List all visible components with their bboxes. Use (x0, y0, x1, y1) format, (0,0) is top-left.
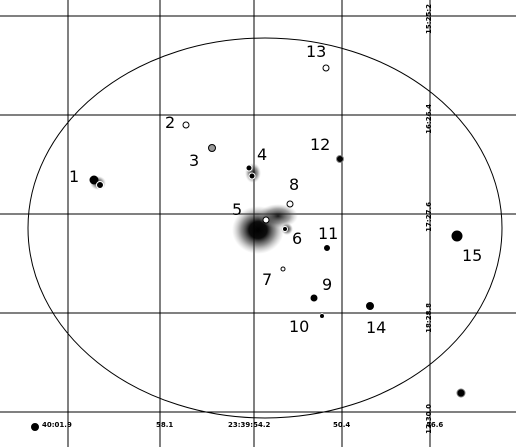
source-marker (182, 121, 190, 129)
dec-tick-label: 18:28.8 (425, 303, 433, 333)
source-label: 10 (289, 317, 309, 336)
source-marker (324, 245, 330, 251)
diffuse-emission (90, 163, 298, 254)
source-label: 14 (366, 318, 386, 337)
source-label: 9 (322, 275, 332, 294)
source-marker (456, 388, 466, 398)
source-label: 6 (292, 229, 302, 248)
source-label: 3 (189, 151, 199, 170)
dec-tick-label: 16:26.4 (425, 104, 433, 134)
source-label: 15 (462, 246, 482, 265)
ra-tick-label: 23:39:54.2 (228, 421, 270, 429)
source-label: 13 (306, 42, 326, 61)
source-label: 12 (310, 135, 330, 154)
dec-tick-label: 12:30.0 (425, 404, 433, 434)
ra-tick-label: 50.4 (333, 421, 350, 429)
source-marker (31, 423, 39, 431)
source-marker (451, 230, 463, 242)
ra-tick-label: 40:01.9 (42, 421, 72, 429)
source-label: 2 (165, 113, 175, 132)
source-label: 7 (262, 270, 272, 289)
source-markers (31, 64, 466, 431)
axis-ticks: 40:01.9 58.1 23:39:54.2 50.4 46.6 15:25:2 16:2… (42, 4, 443, 434)
source-marker (319, 313, 325, 319)
ra-tick-label: 58.1 (156, 421, 173, 429)
ra-tick-label: 46.6 (426, 421, 443, 429)
source-marker (96, 181, 104, 189)
source-label: 8 (289, 175, 299, 194)
source-marker (322, 64, 330, 72)
source-marker (366, 302, 374, 310)
source-marker (280, 266, 286, 272)
dec-tick-label: 17:27.6 (425, 202, 433, 232)
source-marker (245, 164, 253, 172)
source-label: 1 (69, 167, 79, 186)
source-marker (208, 144, 216, 152)
source-marker (282, 226, 288, 232)
source-marker (310, 294, 318, 302)
source-label: 11 (318, 224, 338, 243)
source-label: 4 (257, 145, 267, 164)
source-label: 5 (232, 200, 242, 219)
source-marker (286, 200, 294, 208)
source-marker (248, 172, 256, 180)
source-marker (262, 216, 270, 224)
dec-tick-label: 15:25:2 (425, 4, 433, 34)
source-marker (336, 155, 344, 163)
source-marker (89, 175, 99, 185)
field-of-view-circle (27, 37, 503, 419)
